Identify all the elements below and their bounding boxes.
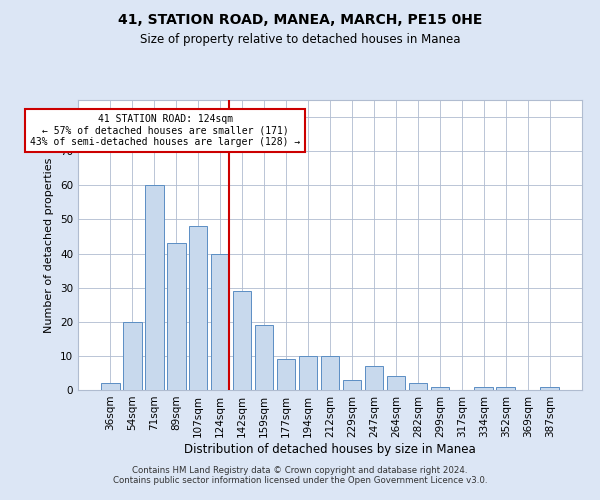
Bar — [320, 356, 340, 390]
Bar — [475, 386, 493, 390]
Bar — [299, 356, 317, 390]
Bar — [211, 254, 229, 390]
X-axis label: Distribution of detached houses by size in Manea: Distribution of detached houses by size … — [184, 442, 476, 456]
Bar — [189, 226, 208, 390]
Text: Size of property relative to detached houses in Manea: Size of property relative to detached ho… — [140, 32, 460, 46]
Text: 41, STATION ROAD, MANEA, MARCH, PE15 0HE: 41, STATION ROAD, MANEA, MARCH, PE15 0HE — [118, 12, 482, 26]
Bar — [365, 366, 383, 390]
Bar — [496, 386, 515, 390]
Bar — [431, 386, 449, 390]
Bar — [167, 244, 185, 390]
Text: 41 STATION ROAD: 124sqm
← 57% of detached houses are smaller (171)
43% of semi-d: 41 STATION ROAD: 124sqm ← 57% of detache… — [30, 114, 301, 147]
Bar — [101, 383, 119, 390]
Bar — [255, 325, 274, 390]
Bar — [409, 383, 427, 390]
Bar — [123, 322, 142, 390]
Text: Contains HM Land Registry data © Crown copyright and database right 2024.
Contai: Contains HM Land Registry data © Crown c… — [113, 466, 487, 485]
Y-axis label: Number of detached properties: Number of detached properties — [44, 158, 55, 332]
Bar — [233, 291, 251, 390]
Bar — [386, 376, 405, 390]
Bar — [343, 380, 361, 390]
Bar — [277, 360, 295, 390]
Bar — [541, 386, 559, 390]
Bar — [145, 186, 164, 390]
